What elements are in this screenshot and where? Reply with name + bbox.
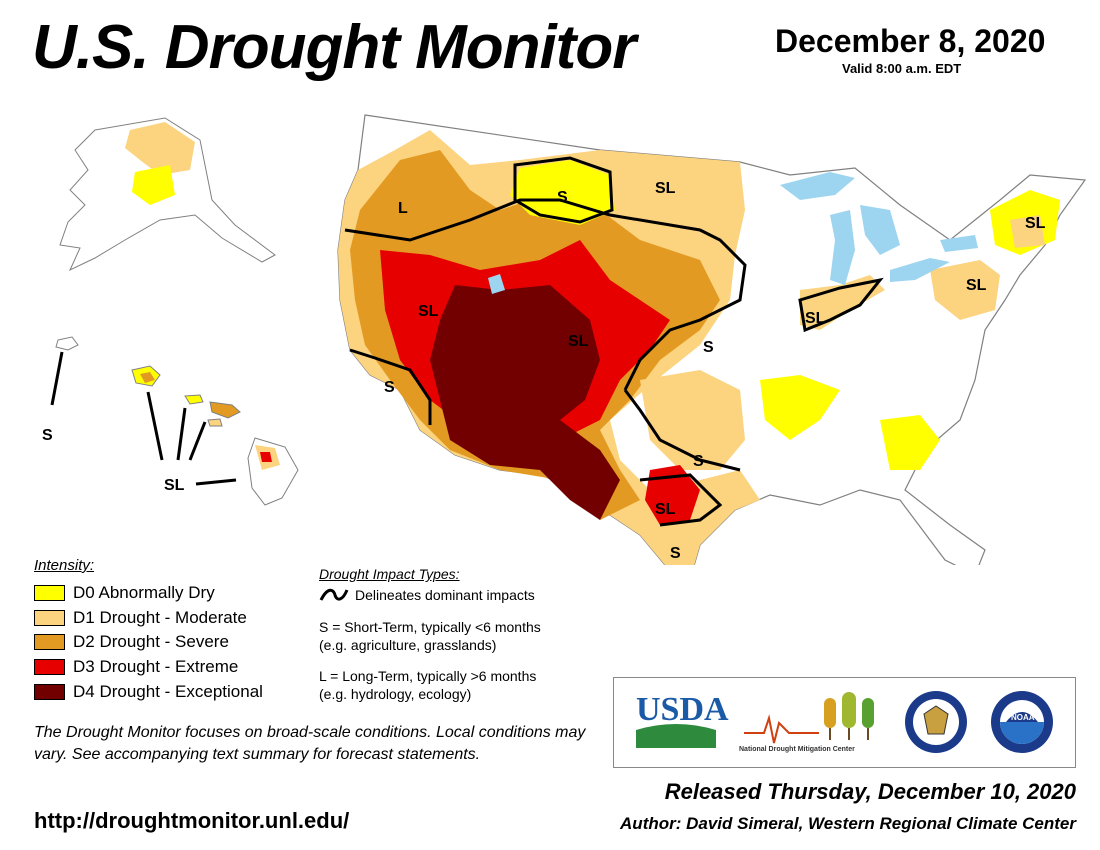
label-hawaii-sl: SL [164,477,185,494]
swatch-d3 [34,659,65,675]
legend-label-d3: D3 Drought - Extreme [73,657,239,676]
noaa-logo: NOAA [991,691,1053,753]
label-pacific-nw-l: L [398,200,408,217]
drought-areas [338,130,1060,565]
svg-text:National Drought Mitigation Ce: National Drought Mitigation Center [739,746,855,753]
great-lakes [488,172,978,294]
legend-item-d3: D3 Drought - Extreme [34,657,238,677]
legend-label-d4: D4 Drought - Exceptional [73,682,263,701]
label-texas-s: S [693,453,704,470]
map-date: December 8, 2020 [775,23,1046,59]
label-northeast-sl: SL [1025,215,1046,232]
swatch-d4 [34,684,65,700]
ndmc-logo: National Drought Mitigation Center [739,692,874,753]
label-colorado-sl: SL [568,333,589,350]
label-pennsylvania-sl: SL [966,277,987,294]
long-term-note: L = Long-Term, typically >6 months (e.g.… [319,667,536,703]
label-south-texas-s: S [670,545,681,562]
map-title: U.S. Drought Monitor [32,13,636,82]
hawaii [50,336,299,506]
usda-logo: USDA [636,691,729,748]
valid-time: Valid 8:00 a.m. EDT [842,61,962,76]
impact-types-title: Drought Impact Types: [319,566,460,582]
disclaimer: The Drought Monitor focuses on broad-sca… [34,724,586,763]
release-date: Released Thursday, December 10, 2020 [664,779,1076,804]
commerce-seal [905,691,967,753]
short-term-label: S = Short-Term, typically <6 months [319,619,541,635]
impact-boundary-key: Delineates dominant impacts [319,586,535,604]
impact-line-label: Delineates dominant impacts [355,587,535,603]
legend-title: Intensity: [34,557,95,574]
legend-label-d0: D0 Abnormally Dry [73,583,215,602]
legend-label-d1: D1 Drought - Moderate [73,608,247,627]
label-north-dakota-sl: SL [655,180,676,197]
author-credit: Author: David Simeral, Western Regional … [620,814,1076,833]
short-term-note: S = Short-Term, typically <6 months (e.g… [319,618,541,654]
svg-text:NOAA: NOAA [1011,713,1035,722]
legend-item-d1: D1 Drought - Moderate [34,608,247,628]
legend-item-d2: D2 Drought - Severe [34,632,229,652]
swatch-d2 [34,634,65,650]
legend-item-d4: D4 Drought - Exceptional [34,682,263,702]
label-indiana-sl: SL [805,310,826,327]
alaska [59,117,276,272]
swatch-d1 [34,610,65,626]
drought-map: S SL L S SL SL SL SL S SL SL S S SL S [42,114,1087,565]
label-kansas-s: S [703,339,714,356]
long-term-label: L = Long-Term, typically >6 months [319,668,537,684]
long-term-example: (e.g. hydrology, ecology) [319,686,472,702]
short-term-example: (e.g. agriculture, grasslands) [319,637,497,653]
swatch-d0 [34,585,65,601]
legend-label-d2: D2 Drought - Severe [73,632,229,651]
website-url[interactable]: http://droughtmonitor.unl.edu/ [34,808,350,833]
legend-item-d0: D0 Abnormally Dry [34,583,215,603]
map-labels: S SL L S SL SL SL SL S SL SL S S SL S [42,180,1046,562]
svg-text:USDA: USDA [636,691,729,728]
impact-boundaries [344,156,884,527]
label-socal-s: S [384,379,395,396]
logo-strip: USDA National Drought Mitigation Center … [636,691,1053,753]
partner-logos: USDA National Drought Mitigation Center … [613,677,1076,768]
label-alaska-s: S [42,427,53,444]
label-california-sl: SL [418,303,439,320]
label-montana-s: S [557,189,568,206]
boundary-line-icon [319,588,349,601]
label-texas-sl: SL [655,501,676,518]
